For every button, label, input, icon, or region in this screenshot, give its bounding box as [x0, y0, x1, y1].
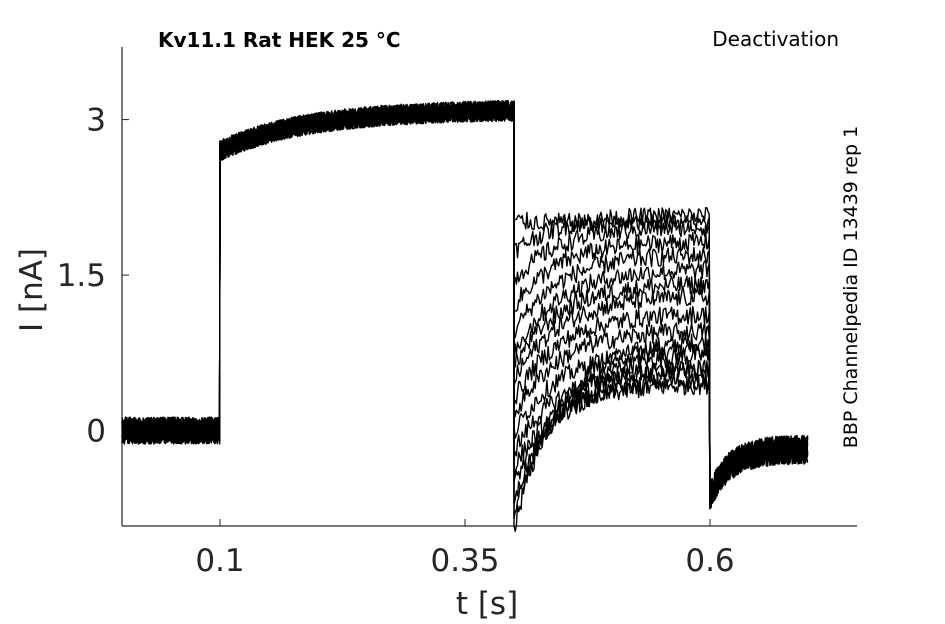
current-trace-6: [121, 100, 809, 506]
axes: [121, 47, 857, 527]
current-trace-4: [121, 99, 809, 510]
chart-subtitle: Deactivation: [712, 27, 839, 51]
y-tick-label: 1.5: [57, 258, 106, 294]
x-tick-label: 0.6: [685, 543, 734, 579]
x-tick-label: 0.35: [430, 543, 499, 579]
current-trace-3: [121, 100, 809, 505]
ticks: 0.1 0.35 0.6 0 1.5 3: [57, 103, 735, 579]
y-tick-label: 3: [86, 103, 106, 139]
current-trace-10: [121, 100, 809, 495]
chart-title: Kv11.1 Rat HEK 25 °C: [158, 28, 401, 52]
current-trace-5: [121, 100, 809, 504]
x-tick-label: 0.1: [195, 543, 244, 579]
current-trace-12: [121, 100, 809, 505]
current-trace-9: [121, 100, 809, 501]
y-axis-label: I [nA]: [14, 248, 50, 332]
current-trace-7: [121, 100, 809, 509]
current-trace-13: [121, 100, 809, 505]
current-trace-8: [121, 100, 809, 493]
y-tick-label: 0: [86, 414, 106, 450]
current-trace-16: [121, 101, 809, 510]
recording-id-label: BBP Channelpedia ID 13439 rep 1: [840, 126, 862, 448]
current-trace-17: [121, 101, 809, 503]
current-trace-14: [121, 99, 809, 508]
current-trace-2: [121, 100, 809, 520]
x-axis-label: t [s]: [456, 586, 518, 622]
current-trace-15: [121, 100, 809, 501]
current-traces: [121, 99, 809, 532]
